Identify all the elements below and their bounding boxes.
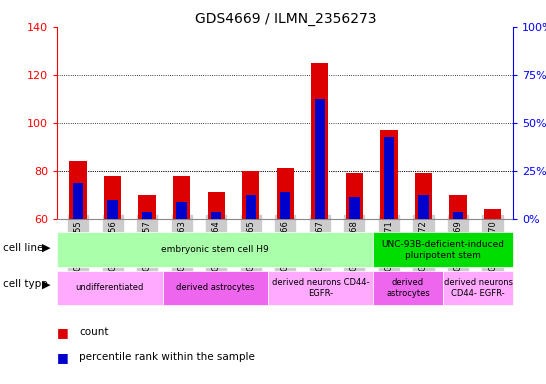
Text: ▶: ▶ [42, 279, 51, 289]
Bar [173, 175, 191, 219]
Bar [373, 271, 443, 305]
Bar [280, 192, 290, 219]
Bar [346, 173, 363, 219]
Bar [277, 169, 294, 219]
Title: GDS4669 / ILMN_2356273: GDS4669 / ILMN_2356273 [194, 12, 376, 26]
Bar [453, 212, 463, 219]
Bar [57, 232, 373, 267]
Text: derived
astrocytes: derived astrocytes [386, 278, 430, 298]
Text: derived neurons CD44-
EGFR-: derived neurons CD44- EGFR- [271, 278, 369, 298]
Bar [314, 99, 325, 219]
Bar [349, 197, 360, 219]
Bar [418, 195, 429, 219]
Bar [484, 209, 501, 219]
Bar [104, 175, 121, 219]
Text: cell type: cell type [3, 279, 48, 289]
Text: cell line: cell line [3, 243, 43, 253]
Bar [449, 195, 467, 219]
Bar [142, 212, 152, 219]
Bar [311, 63, 329, 219]
Bar [176, 202, 187, 219]
Text: count: count [79, 327, 109, 337]
Text: ■: ■ [57, 326, 69, 339]
Bar [211, 212, 221, 219]
Text: ■: ■ [57, 351, 69, 364]
Text: derived neurons
CD44- EGFR-: derived neurons CD44- EGFR- [444, 278, 513, 298]
Text: percentile rank within the sample: percentile rank within the sample [79, 352, 255, 362]
Bar [415, 173, 432, 219]
Bar [380, 130, 397, 219]
Bar [108, 200, 118, 219]
Bar [139, 195, 156, 219]
Bar [69, 161, 87, 219]
Bar [246, 195, 256, 219]
Bar [57, 271, 163, 305]
Bar [268, 271, 373, 305]
Bar [73, 183, 83, 219]
Bar [163, 271, 268, 305]
Text: derived astrocytes: derived astrocytes [176, 283, 254, 293]
Text: embryonic stem cell H9: embryonic stem cell H9 [161, 245, 269, 254]
Bar [242, 171, 259, 219]
Text: UNC-93B-deficient-induced
pluripotent stem: UNC-93B-deficient-induced pluripotent st… [382, 240, 505, 260]
Bar [207, 192, 225, 219]
Text: ▶: ▶ [42, 243, 51, 253]
Bar [384, 137, 394, 219]
Text: undifferentiated: undifferentiated [76, 283, 144, 293]
Bar [443, 271, 513, 305]
Bar [373, 232, 513, 267]
